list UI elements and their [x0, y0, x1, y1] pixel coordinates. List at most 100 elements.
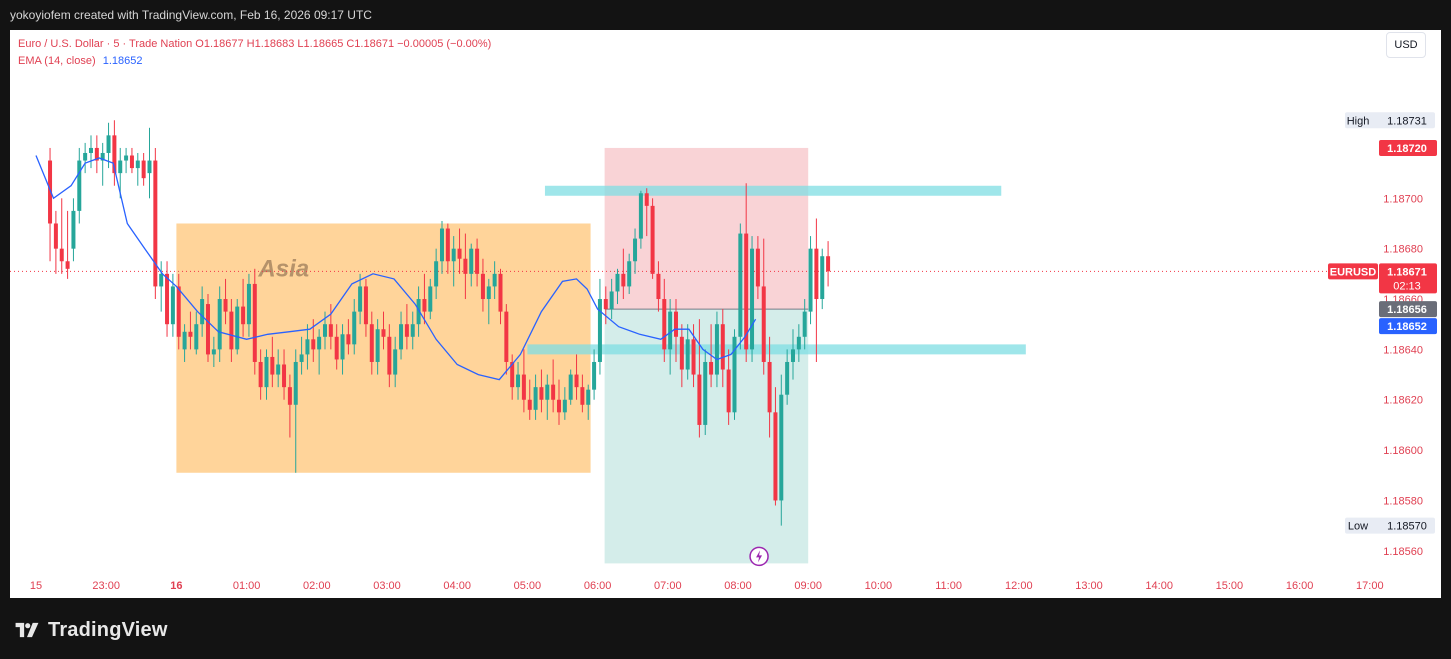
- candle-body[interactable]: [738, 233, 743, 337]
- candle-body[interactable]: [475, 248, 480, 274]
- candle-body[interactable]: [375, 329, 380, 362]
- candle-body[interactable]: [182, 331, 187, 350]
- candle-body[interactable]: [317, 336, 322, 350]
- candle-body[interactable]: [305, 339, 310, 355]
- chart-pane[interactable]: Asia 15 23:00 16 01:00 02:00 03:00 04:00 05:00 06…: [10, 30, 1441, 598]
- candle-body[interactable]: [732, 336, 737, 413]
- candle-body[interactable]: [492, 273, 497, 287]
- candle-body[interactable]: [246, 283, 251, 325]
- candle-body[interactable]: [59, 248, 64, 262]
- candle-body[interactable]: [457, 248, 462, 259]
- candle-body[interactable]: [486, 286, 491, 300]
- candle-body[interactable]: [779, 394, 784, 501]
- lower-support-zone[interactable]: [527, 344, 1026, 355]
- candle-body[interactable]: [165, 273, 170, 325]
- candle-body[interactable]: [498, 273, 503, 312]
- candle-body[interactable]: [802, 311, 807, 337]
- candle-body[interactable]: [287, 387, 292, 405]
- candle-body[interactable]: [714, 324, 719, 375]
- candle-body[interactable]: [621, 273, 626, 287]
- candle-body[interactable]: [106, 135, 111, 153]
- candle-body[interactable]: [709, 361, 714, 375]
- candle-body[interactable]: [545, 384, 550, 400]
- candle-body[interactable]: [761, 286, 766, 362]
- candle-body[interactable]: [767, 361, 772, 413]
- candle-body[interactable]: [439, 228, 444, 262]
- candle-body[interactable]: [451, 248, 456, 262]
- candle-body[interactable]: [77, 160, 82, 211]
- candle-body[interactable]: [252, 283, 257, 362]
- candle-body[interactable]: [826, 256, 831, 272]
- candle-body[interactable]: [235, 306, 240, 350]
- candle-body[interactable]: [609, 291, 614, 310]
- candle-body[interactable]: [153, 160, 158, 287]
- price-chart[interactable]: Asia 15 23:00 16 01:00 02:00 03:00 04:00 05:00 06…: [10, 30, 1441, 598]
- candle-body[interactable]: [463, 258, 468, 274]
- candle-body[interactable]: [71, 210, 76, 249]
- candle-body[interactable]: [282, 364, 287, 388]
- candle-body[interactable]: [334, 336, 339, 360]
- candle-body[interactable]: [94, 147, 99, 161]
- candle-body[interactable]: [533, 387, 538, 410]
- candle-body[interactable]: [592, 361, 597, 390]
- candle-body[interactable]: [100, 152, 105, 161]
- candle-body[interactable]: [399, 324, 404, 350]
- candle-body[interactable]: [311, 339, 316, 350]
- candle-body[interactable]: [340, 334, 345, 360]
- candle-body[interactable]: [755, 248, 760, 287]
- candle-body[interactable]: [141, 160, 146, 179]
- candle-body[interactable]: [703, 361, 708, 425]
- candle-body[interactable]: [293, 361, 298, 405]
- candle-body[interactable]: [568, 374, 573, 400]
- candle-body[interactable]: [118, 160, 123, 174]
- candle-body[interactable]: [615, 273, 620, 292]
- candle-body[interactable]: [820, 256, 825, 300]
- candle-body[interactable]: [480, 273, 485, 300]
- candle-body[interactable]: [404, 324, 409, 337]
- candle-body[interactable]: [510, 361, 515, 388]
- upper-resistance-zone[interactable]: [544, 185, 1002, 196]
- candle-body[interactable]: [673, 311, 678, 337]
- candle-body[interactable]: [48, 160, 53, 224]
- candle-body[interactable]: [387, 336, 392, 375]
- candle-body[interactable]: [124, 155, 129, 161]
- candle-body[interactable]: [358, 286, 363, 312]
- candle-body[interactable]: [393, 349, 398, 375]
- candle-body[interactable]: [88, 147, 93, 153]
- candle-body[interactable]: [322, 324, 327, 337]
- candle-body[interactable]: [627, 261, 632, 287]
- candle-body[interactable]: [668, 311, 673, 350]
- candle-body[interactable]: [638, 193, 643, 239]
- candle-body[interactable]: [556, 399, 561, 413]
- candle-body[interactable]: [504, 311, 509, 362]
- candle-body[interactable]: [194, 324, 199, 350]
- candle-body[interactable]: [679, 336, 684, 370]
- candle-body[interactable]: [83, 152, 88, 161]
- candle-body[interactable]: [381, 329, 386, 337]
- candle-body[interactable]: [159, 273, 164, 287]
- candle-body[interactable]: [200, 299, 205, 325]
- candle-body[interactable]: [422, 299, 427, 312]
- candle-body[interactable]: [346, 334, 351, 345]
- candle-body[interactable]: [428, 286, 433, 312]
- candle-body[interactable]: [808, 248, 813, 312]
- candle-body[interactable]: [299, 354, 304, 362]
- candle-body[interactable]: [662, 299, 667, 350]
- candle-body[interactable]: [328, 324, 333, 337]
- candle-body[interactable]: [650, 205, 655, 274]
- candle-body[interactable]: [147, 160, 152, 174]
- candle-body[interactable]: [656, 273, 661, 300]
- candle-body[interactable]: [135, 160, 140, 169]
- candle-body[interactable]: [814, 248, 819, 300]
- candle-body[interactable]: [223, 299, 228, 312]
- candle-body[interactable]: [270, 356, 275, 375]
- candle-body[interactable]: [217, 299, 222, 350]
- candle-body[interactable]: [574, 374, 579, 388]
- candle-body[interactable]: [773, 412, 778, 501]
- candle-body[interactable]: [65, 261, 70, 269]
- candle-body[interactable]: [691, 339, 696, 375]
- candle-body[interactable]: [796, 336, 801, 350]
- ema-line[interactable]: [35, 155, 757, 381]
- candle-body[interactable]: [205, 304, 210, 355]
- candle-body[interactable]: [586, 389, 591, 405]
